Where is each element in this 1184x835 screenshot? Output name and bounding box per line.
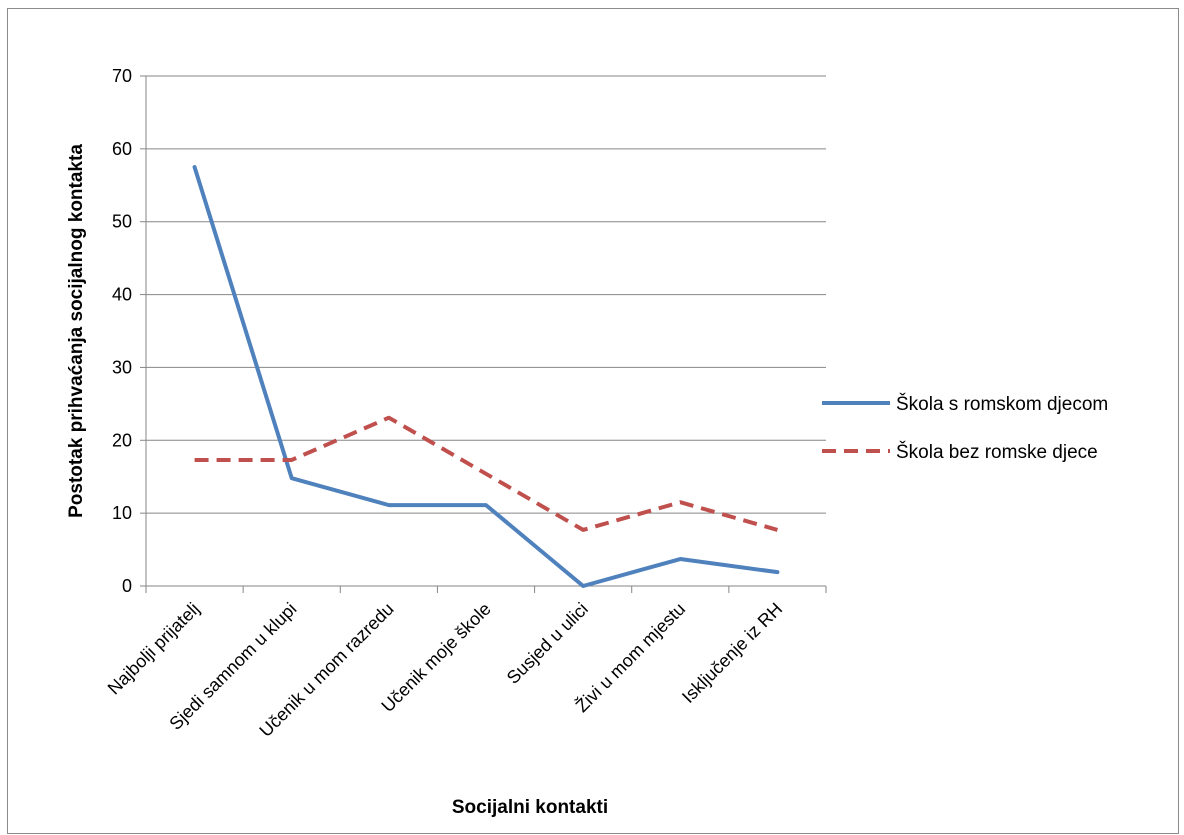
legend-label-1: Škola s romskom djecom [896,393,1108,415]
x-tick-label: Živi u mom mjestu [572,599,689,716]
x-axis-title: Socijalni kontakti [452,797,608,818]
y-tick-label: 30 [112,357,132,377]
x-tick-label: Učenik moje škole [377,599,494,716]
x-tick-label: Isključenje iz RH [678,599,786,707]
x-tick-label: Susjed u ulici [503,599,592,688]
gridlines [146,75,826,514]
y-axis-title: Postotak prihvaćanja socijalnog kontakta [66,144,87,518]
chart-frame [7,8,1179,834]
y-tick-label: 50 [112,212,132,232]
axes [140,75,827,593]
series-lines [192,165,780,588]
y-tick-label: 0 [122,576,132,596]
y-tick-labels: 0 10 20 30 40 50 60 70 [112,66,132,596]
series-line-1 [192,165,780,588]
legend-label-2: Škola bez romske djece [896,441,1098,463]
y-tick-label: 10 [112,503,132,523]
y-tick-label: 40 [112,285,132,305]
y-tick-label: 20 [112,430,132,450]
legend: Škola s romskom djecom Škola bez romske d… [822,393,1108,463]
y-tick-label: 70 [112,66,132,86]
x-tick-label: Najbolji prijatelj [104,599,204,699]
y-tick-label: 60 [112,139,132,159]
